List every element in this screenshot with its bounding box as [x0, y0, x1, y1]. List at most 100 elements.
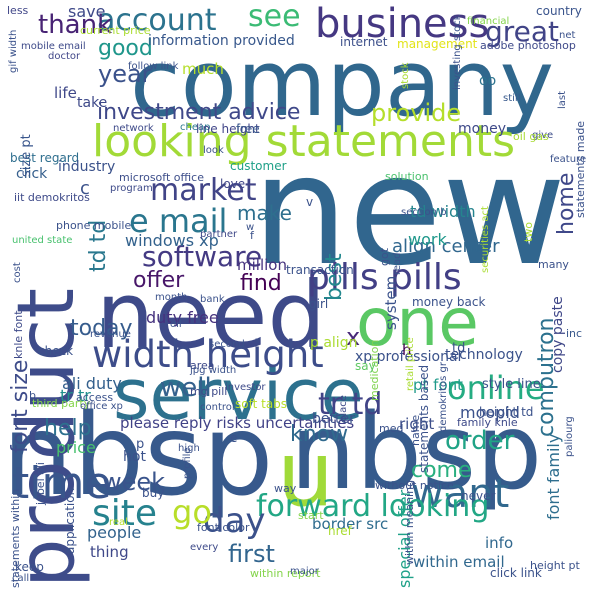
cloud-word: ali duty	[62, 374, 122, 393]
cloud-word: business	[315, 1, 490, 47]
cloud-word: knle font	[12, 310, 25, 359]
cloud-word: border src	[312, 515, 389, 533]
cloud-word: investing stock	[452, 14, 463, 91]
cloud-word: statements made	[574, 120, 587, 218]
cloud-word: access	[76, 391, 114, 404]
cloud-word: management	[397, 37, 478, 51]
cloud-word: office xp	[80, 401, 123, 412]
cloud-word: see	[248, 0, 301, 34]
cloud-word: thing	[90, 543, 129, 561]
cloud-word: great	[485, 15, 560, 48]
cloud-word: right	[399, 415, 435, 433]
cloud-word: font size	[8, 359, 33, 453]
cloud-word: one	[356, 284, 479, 361]
cloud-word: nbsp	[290, 391, 543, 513]
cloud-word: buy	[142, 486, 165, 500]
cloud-word: well	[160, 373, 212, 403]
cloud-word: e	[230, 431, 238, 445]
cloud-word: cost	[12, 262, 23, 283]
cloud-word: oo	[479, 73, 497, 89]
cloud-word: retail price	[405, 337, 416, 391]
cloud-word: find	[240, 271, 282, 296]
cloud-word: call	[12, 573, 30, 584]
cloud-word: come	[411, 458, 472, 483]
cloud-word: application	[63, 487, 77, 554]
cloud-word: windows xp	[125, 231, 219, 250]
cloud-word: oil	[170, 319, 182, 330]
cloud-word: control	[200, 402, 235, 413]
cloud-word: without notice	[375, 479, 454, 492]
cloud-word: never	[461, 489, 496, 503]
cloud-word: feature	[550, 154, 587, 165]
cloud-word: service	[113, 354, 364, 436]
cloud-word: height pt	[530, 559, 580, 572]
cloud-word: online	[447, 369, 545, 407]
cloud-word: size pt	[19, 134, 34, 177]
cloud-word: make	[237, 201, 292, 225]
cloud-word: line height	[196, 122, 260, 136]
cloud-word: start	[298, 509, 324, 522]
cloud-word: investor	[225, 382, 266, 393]
cloud-word: two	[522, 221, 535, 242]
cloud-word: iit demokritos	[14, 191, 90, 204]
cloud-word: good	[98, 36, 153, 61]
cloud-word: oil gas	[513, 130, 549, 143]
cloud-word: system	[382, 275, 400, 330]
cloud-word: p	[136, 437, 145, 452]
cloud-word: site	[92, 493, 158, 534]
cloud-word: united state	[12, 235, 73, 246]
cloud-word: href	[328, 524, 352, 538]
cloud-word: style line	[482, 377, 541, 392]
cloud-word: read	[392, 252, 403, 275]
cloud-word: program	[110, 183, 153, 194]
cloud-word: high	[178, 443, 200, 454]
cloud-word: price	[56, 438, 96, 457]
cloud-word: best regard	[10, 151, 80, 165]
cloud-word: much	[182, 60, 224, 78]
cloud-word: financial	[467, 16, 510, 27]
cloud-word: p align	[310, 335, 358, 351]
cloud-word: inc	[566, 327, 583, 340]
cloud-word: help	[44, 416, 92, 441]
cloud-word: know	[290, 422, 349, 447]
cloud-word: best	[322, 253, 347, 301]
cloud-word: gif width	[8, 29, 19, 73]
cloud-word: c	[80, 178, 90, 199]
cloud-word: life	[54, 84, 77, 102]
cloud-word: many	[538, 258, 569, 271]
cloud-word: b	[29, 389, 36, 402]
cloud-word: time	[12, 458, 112, 509]
cloud-word: jebel ali	[34, 462, 47, 505]
cloud-word: statements based	[417, 364, 431, 473]
cloud-word: give	[532, 130, 554, 141]
cloud-word: better	[312, 411, 355, 427]
cloud-word: partner	[200, 229, 238, 240]
cloud-word: h	[402, 341, 412, 359]
cloud-word: market	[150, 173, 257, 208]
cloud-word: e mail	[129, 202, 228, 240]
cloud-word: transaction	[286, 263, 354, 277]
cloud-word: doctor	[48, 51, 81, 62]
cloud-word: follow link	[128, 61, 179, 72]
cloud-word: work	[408, 230, 447, 249]
cloud-word: look	[203, 145, 224, 156]
cloud-word: td width	[410, 202, 476, 221]
cloud-word: got	[378, 247, 391, 266]
cloud-word: adobe photoshop	[480, 39, 576, 52]
cloud-word: industry	[58, 159, 116, 175]
cloud-word: within email	[413, 553, 505, 571]
cloud-word: align center	[392, 236, 500, 257]
cloud-word: tr tr	[60, 386, 91, 405]
cloud-word: week	[102, 468, 166, 496]
cloud-word: technology	[445, 347, 523, 363]
cloud-word: soft tabs	[235, 397, 288, 411]
cloud-word: real	[109, 517, 128, 528]
cloud-word: demokritos gr	[438, 362, 449, 432]
cloud-word: love	[220, 177, 246, 191]
cloud-word: people	[87, 523, 142, 542]
cloud-word: height td	[479, 405, 534, 419]
cloud-word: thank	[38, 10, 113, 40]
cloud-word: revenue	[90, 329, 131, 340]
cloud-word: need	[96, 262, 326, 369]
cloud-word: f	[250, 229, 254, 242]
